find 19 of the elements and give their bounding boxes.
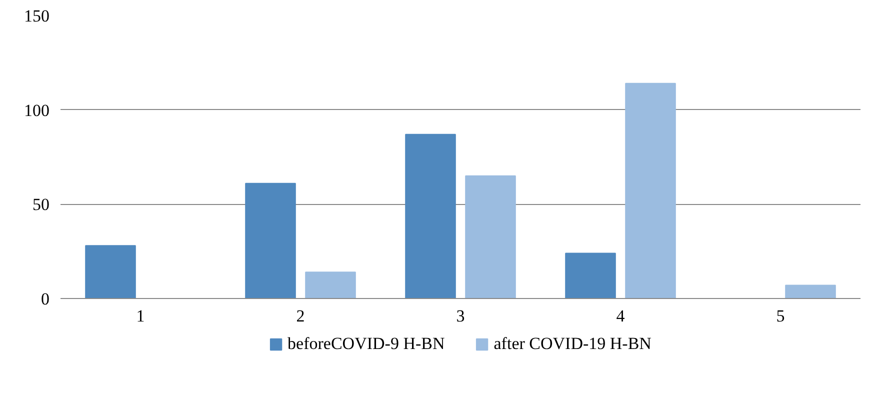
legend-label: after COVID-19 H-BN xyxy=(494,334,652,354)
bar xyxy=(465,175,516,298)
x-tick-label: 1 xyxy=(136,306,145,326)
bar xyxy=(625,82,676,298)
bar xyxy=(305,272,356,298)
bar xyxy=(245,182,296,298)
x-tick-label: 5 xyxy=(776,306,785,326)
bar xyxy=(85,245,136,298)
y-tick-label: 50 xyxy=(32,195,50,214)
bar xyxy=(565,252,616,298)
y-tick-label: 150 xyxy=(24,6,50,26)
legend-label: beforeCOVID-9 H-BN xyxy=(288,334,445,354)
x-tick-label: 2 xyxy=(296,306,305,326)
x-tick-label: 3 xyxy=(456,306,465,326)
bar xyxy=(405,134,456,298)
y-tick-label: 100 xyxy=(24,100,50,120)
bar xyxy=(785,284,836,298)
x-tick-label: 4 xyxy=(616,306,626,326)
y-tick-label: 0 xyxy=(41,290,50,308)
